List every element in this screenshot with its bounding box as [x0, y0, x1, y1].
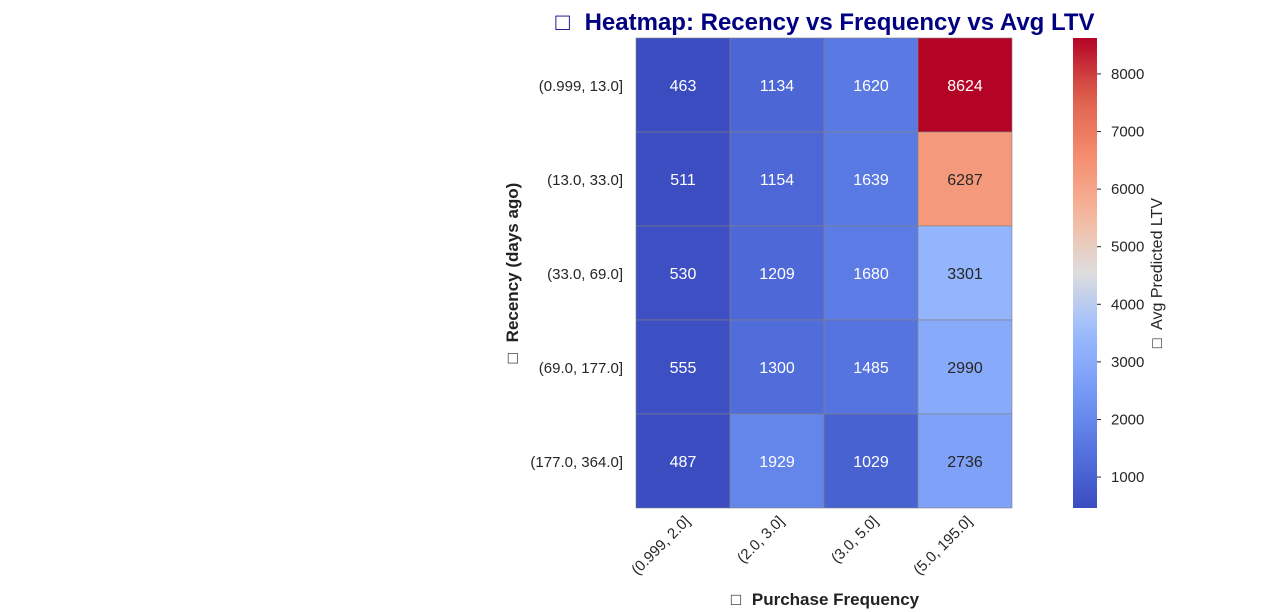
y-axis-label: □ Recency (days ago) [503, 183, 522, 364]
y-tick-label: (33.0, 69.0] [547, 266, 623, 283]
cell-value-label: 3301 [947, 266, 983, 283]
cell-value-label: 2990 [947, 360, 983, 377]
colorbar-label-text: Avg Predicted LTV [1149, 198, 1166, 330]
y-tick-labels: (0.999, 13.0] (13.0, 33.0] (33.0, 69.0] (69… [530, 78, 623, 471]
heatmap-cell [729, 37, 825, 133]
cell-value-label: 1029 [853, 454, 889, 471]
cell-value-label: 487 [670, 454, 697, 471]
heatmap-cell [729, 413, 825, 509]
cell-value-label: 8624 [947, 78, 983, 95]
x-label-text: Purchase Frequency [752, 590, 920, 609]
cell-value-label: 6287 [947, 172, 983, 189]
colorbar [1073, 38, 1097, 508]
colorbar-ticks: 1000 2000 3000 4000 5000 6000 7000 8000 [1097, 66, 1144, 486]
cell-value-label: 1929 [759, 454, 795, 471]
y-tick-label: (69.0, 177.0] [539, 360, 623, 377]
title-icon: □ [555, 9, 570, 36]
colorbar-tick-label: 7000 [1111, 124, 1144, 141]
cell-value-label: 1639 [853, 172, 889, 189]
colorbar-label: □ Avg Predicted LTV [1149, 198, 1166, 348]
x-label-icon: □ [731, 590, 741, 609]
colorbar-tick-label: 8000 [1111, 66, 1144, 83]
heatmap-cell [823, 413, 919, 509]
colorbar-tick-label: 6000 [1111, 181, 1144, 198]
title-text: Heatmap: Recency vs Frequency vs Avg LTV [585, 9, 1095, 36]
heatmap-cell [917, 131, 1013, 227]
cell-value-label: 1209 [759, 266, 795, 283]
colorbar-tick-label: 2000 [1111, 411, 1144, 428]
cell-value-label: 1620 [853, 78, 889, 95]
y-tick-label: (177.0, 364.0] [530, 454, 623, 471]
cell-value-label: 530 [670, 266, 697, 283]
heatmap-cell [917, 225, 1013, 321]
colorbar-tick-label: 4000 [1111, 296, 1144, 313]
x-axis-label: □ Purchase Frequency [731, 590, 920, 609]
cell-value-label: 511 [670, 172, 696, 189]
heatmap-cell [917, 37, 1013, 133]
y-tick-label: (13.0, 33.0] [547, 172, 623, 189]
cell-value-label: 463 [670, 78, 697, 95]
cell-value-label: 1680 [853, 266, 889, 283]
x-tick-labels: (0.999, 2.0] (2.0, 3.0] (3.0, 5.0] (5.0, 19… [628, 513, 976, 579]
heatmap-cell [729, 131, 825, 227]
y-tick-label: (0.999, 13.0] [539, 78, 623, 95]
heatmap-cell [729, 319, 825, 415]
cell-value-label: 1485 [853, 360, 889, 377]
heatmap-cell [823, 319, 919, 415]
heatmap-cell [635, 131, 731, 227]
heatmap-cell [729, 225, 825, 321]
cell-value-label: 1300 [759, 360, 795, 377]
heatmap-cell [635, 37, 731, 133]
colorbar-tick-label: 1000 [1111, 469, 1144, 486]
heatmap-cell [917, 413, 1013, 509]
x-tick-label: (2.0, 3.0] [734, 513, 788, 567]
cell-value-label: 1134 [760, 78, 795, 95]
heatmap-cell [917, 319, 1013, 415]
colorbar-tick-label: 5000 [1111, 239, 1144, 256]
heatmap-cell [635, 413, 731, 509]
heatmap-cell [823, 131, 919, 227]
x-tick-label: (3.0, 5.0] [828, 513, 882, 567]
chart-title: □ Heatmap: Recency vs Frequency vs Avg L… [555, 9, 1094, 36]
y-label-text: Recency (days ago) [503, 183, 522, 343]
colorbar-tick-label: 3000 [1111, 354, 1144, 371]
cell-value-label: 1154 [760, 172, 795, 189]
cell-value-label: 555 [670, 360, 697, 377]
colorbar-label-icon: □ [1149, 338, 1166, 348]
x-tick-label: (0.999, 2.0] [628, 513, 694, 579]
x-tick-label: (5.0, 195.0] [910, 513, 976, 579]
cell-value-label: 2736 [947, 454, 983, 471]
heatmap-cells: 463 1134 1620 8624 511 1154 1639 6287 530 1209 168… [635, 37, 1013, 509]
y-label-icon: □ [503, 353, 522, 363]
heatmap-cell [635, 319, 731, 415]
heatmap-cell [823, 37, 919, 133]
